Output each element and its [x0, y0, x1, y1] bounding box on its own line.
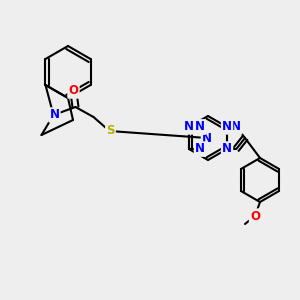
Text: N: N	[195, 142, 205, 155]
Text: S: S	[106, 124, 115, 137]
Text: N: N	[184, 121, 194, 134]
Text: N: N	[50, 109, 59, 122]
Text: N: N	[195, 121, 205, 134]
Text: N: N	[222, 142, 232, 155]
Text: N: N	[231, 121, 241, 134]
Text: N: N	[222, 121, 232, 134]
Text: N: N	[195, 142, 205, 155]
Text: O: O	[250, 209, 260, 223]
Text: O: O	[68, 85, 79, 98]
Text: N: N	[195, 121, 205, 134]
Text: N: N	[202, 131, 212, 145]
